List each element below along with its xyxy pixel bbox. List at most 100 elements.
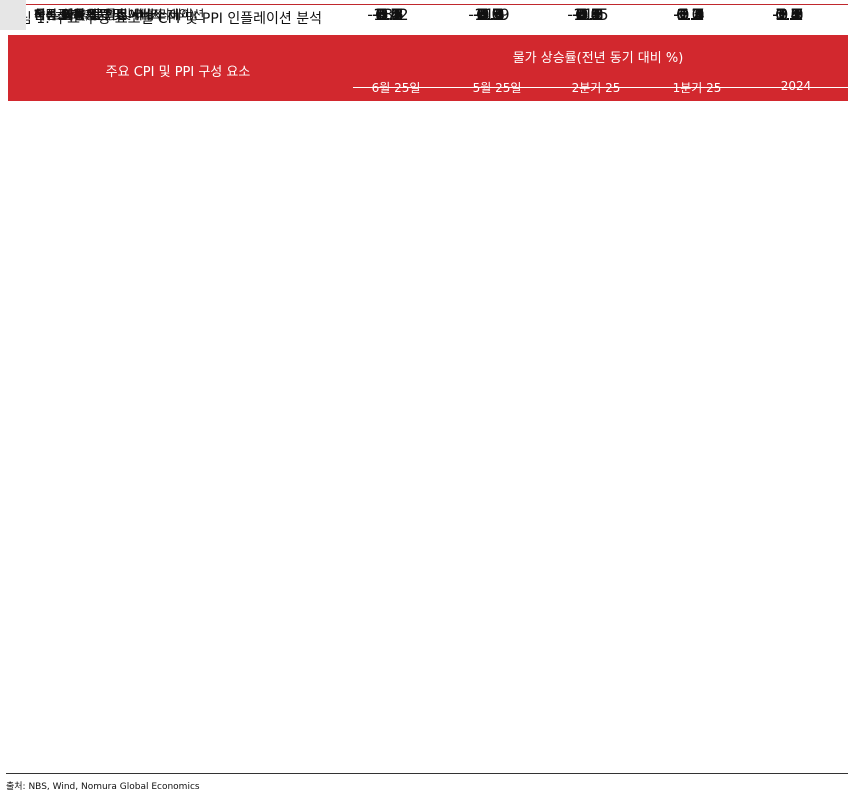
cell-value: -0.4 — [673, 5, 705, 24]
cell-value: -4.0 — [572, 5, 604, 24]
cell-value: -4.4 — [372, 5, 404, 24]
cell-value: -2.7 — [673, 5, 705, 24]
cell-value: 0.9 — [476, 5, 502, 24]
cell-value: -8.3 — [473, 5, 505, 24]
cell-value: 6.1 — [375, 5, 401, 24]
header-rule — [353, 87, 848, 88]
cell-value: 7.3 — [476, 5, 502, 24]
cell-value: -2.3 — [673, 5, 705, 24]
cell-value: 0.7 — [375, 5, 401, 24]
row-label: 음식 — [34, 7, 58, 22]
rule — [6, 4, 848, 5]
cell-value: -0.5 — [473, 5, 505, 24]
cell-value: -11.5 — [567, 5, 609, 24]
cell-value: 7.7 — [775, 5, 801, 24]
cell-value: -5.5 — [372, 5, 404, 24]
cell-value: 5.0 — [775, 5, 801, 24]
cell-value: -1.4 — [473, 5, 505, 24]
cell-value: -6.5 — [673, 5, 705, 24]
row-label: 의류 — [62, 7, 86, 22]
cell-value: 0.7 — [775, 5, 801, 24]
cell-value: 0.1 — [775, 5, 801, 24]
cell-value: -8.5 — [372, 5, 404, 24]
cell-value: -0.1 — [572, 5, 604, 24]
row-label: 교육, 문화 및 레크리에이션 — [62, 7, 205, 22]
cell-value: -2.6 — [673, 5, 705, 24]
cell-value: -4.6 — [572, 5, 604, 24]
cell-value: 0.6 — [476, 5, 502, 24]
cell-value: 3.1 — [476, 5, 502, 24]
cell-value: 1.5 — [775, 5, 801, 24]
row-label: 가정용품 및 서비스 — [62, 7, 162, 22]
row-label: 채광 — [62, 7, 86, 22]
cell-value: 0.5 — [775, 5, 801, 24]
cell-value: 0.5 — [775, 5, 801, 24]
row-label: 처리 중 — [62, 7, 101, 22]
table-header: 주요 CPI 및 PPI 구성 요소 물가 상승률(전년 동기 대비 %) 6월… — [8, 35, 848, 101]
cell-value: 0.3 — [676, 5, 702, 24]
cell-value: -0.4 — [673, 5, 705, 24]
cell-value: -3.6 — [372, 5, 404, 24]
cell-value: -0.4 — [473, 5, 505, 24]
cell-value: -0.2 — [372, 5, 404, 24]
cell-value: -3.5 — [772, 5, 804, 24]
cell-value: 5.6 — [575, 5, 601, 24]
cell-value: -5.4 — [473, 5, 505, 24]
cell-value: -4.8 — [572, 5, 604, 24]
row-label: 대피소 — [62, 7, 97, 22]
title: 그림 1: 주요 구성 요소별 CPI 및 PPI 인플레이션 분석 — [6, 11, 322, 27]
cell-value: -1.9 — [673, 5, 705, 24]
cell-value: 0.1 — [575, 5, 601, 24]
cell-value: 5.5 — [476, 5, 502, 24]
cell-value: 0.1 — [476, 5, 502, 24]
label-header: 주요 CPI 및 PPI 구성 요소 — [105, 65, 251, 80]
cell-value: -0.3 — [372, 5, 404, 24]
cell-value: -13.2 — [367, 5, 409, 24]
cell-value: -1.7 — [772, 5, 804, 24]
column-header: 6월 25일 — [371, 81, 421, 95]
cell-value: 0.5 — [375, 5, 401, 24]
cell-value: -0.3 — [572, 5, 604, 24]
cell-value: -3.3 — [473, 5, 505, 24]
cell-value: 1.3 — [775, 5, 801, 24]
cell-value: 1.0 — [375, 5, 401, 24]
cell-value: -1.9 — [772, 5, 804, 24]
cell-value: -2.8 — [572, 5, 604, 24]
cell-value: 0.0 — [575, 5, 601, 24]
cell-value: 0.6 — [575, 5, 601, 24]
cell-value: 1.2 — [676, 5, 702, 24]
cell-value: 0.3 — [676, 5, 702, 24]
cell-value: -1.5 — [673, 5, 705, 24]
cell-value: -1.5 — [572, 5, 604, 24]
cell-value: 0.1 — [676, 5, 702, 24]
cell-value: 0.2 — [775, 5, 801, 24]
cell-value: 0.1 — [375, 5, 401, 24]
cell-value: -11.9 — [468, 5, 510, 24]
row-label: 기타 상품 및 서비스 — [62, 7, 166, 22]
rule — [6, 773, 848, 774]
cell-value: -2.9 — [772, 5, 804, 24]
cell-value: 0.3 — [575, 5, 601, 24]
cell-value: -2.2 — [772, 5, 804, 24]
cell-value: -0.6 — [772, 5, 804, 24]
cell-value: 0.3 — [575, 5, 601, 24]
cell-value: 0.1 — [476, 5, 502, 24]
cell-value: -2.9 — [772, 5, 804, 24]
cell-value: 1.4 — [775, 5, 801, 24]
cell-value: -3.8 — [572, 5, 604, 24]
row-label: 의학 및 의료 서비스 — [62, 7, 166, 22]
cell-value: 0.7 — [375, 5, 401, 24]
cell-value: -0.4 — [372, 5, 404, 24]
cell-value: 0.4 — [775, 5, 801, 24]
row-label: 원자재 — [62, 7, 97, 22]
cell-value: 8.1 — [375, 5, 401, 24]
cell-value: -3.7 — [372, 5, 404, 24]
row-shade — [0, 0, 26, 30]
row-label: 과일 — [62, 7, 86, 22]
row-label: 상품 — [34, 7, 58, 22]
cell-value: 0.4 — [375, 5, 401, 24]
cell-value: 0.3 — [676, 5, 702, 24]
row-label: 핵심 CPI(식품 및 에너지 제외) — [34, 7, 195, 22]
cell-value: -0.3 — [572, 5, 604, 24]
cell-value: -1.3 — [673, 5, 705, 24]
